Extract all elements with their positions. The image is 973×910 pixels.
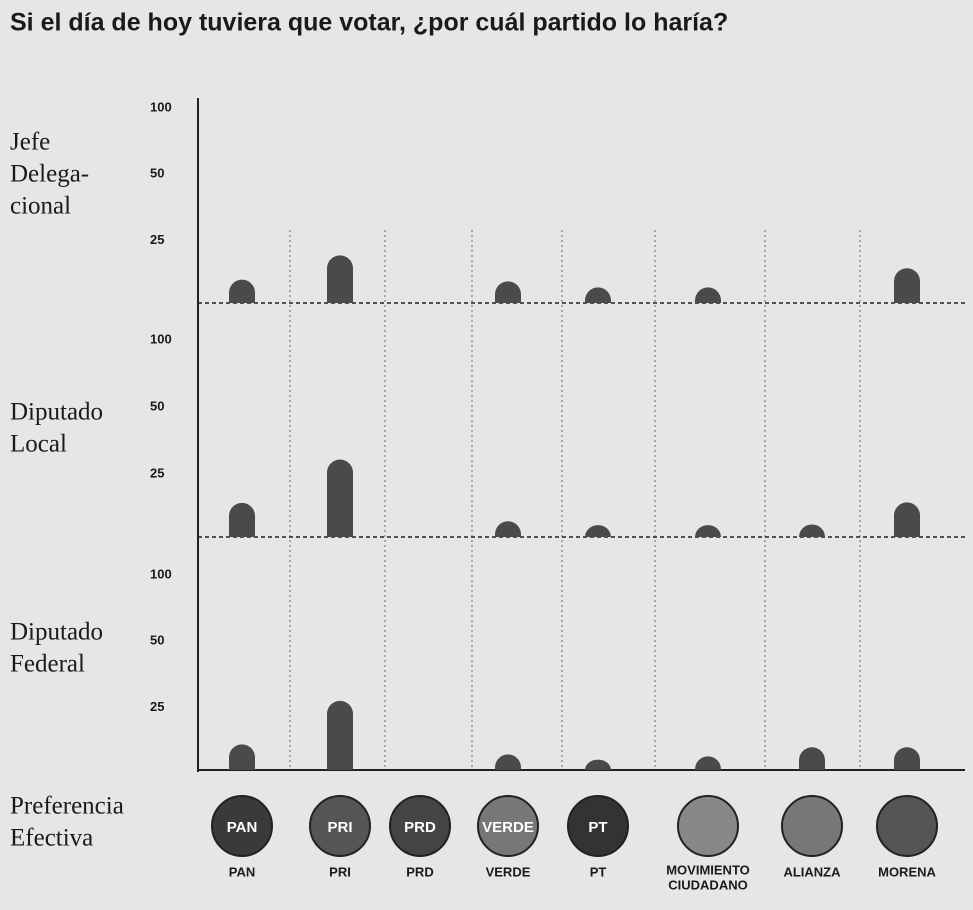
party-name: CIUDADANO xyxy=(668,877,747,892)
party-logo xyxy=(876,795,938,857)
bar xyxy=(495,754,521,770)
y-tick-label: 100 xyxy=(150,566,172,581)
bar xyxy=(799,747,825,770)
logo-text: PAN xyxy=(227,819,258,836)
y-tick-label: 25 xyxy=(150,699,164,714)
party-name: MORENA xyxy=(878,864,936,879)
bar xyxy=(695,525,721,537)
bar xyxy=(327,459,353,537)
y-tick-label: 100 xyxy=(150,331,172,346)
title: Si el día de hoy tuviera que votar, ¿por… xyxy=(10,9,728,37)
bar xyxy=(894,747,920,770)
panel-label: Federal xyxy=(10,651,85,678)
bar xyxy=(327,700,353,770)
panel-label: cional xyxy=(10,193,71,220)
bar xyxy=(495,281,521,303)
party-name: PRD xyxy=(406,864,433,879)
party-name: MOVIMIENTO xyxy=(666,862,750,877)
logo-text: PRI xyxy=(327,819,352,836)
y-tick-label: 25 xyxy=(150,232,164,247)
party-logo xyxy=(781,795,843,857)
bar xyxy=(229,744,255,770)
bar xyxy=(229,502,255,537)
party-logo xyxy=(389,795,451,857)
bar xyxy=(894,502,920,537)
y-tick-label: 100 xyxy=(150,99,172,114)
bar xyxy=(695,287,721,303)
panel-label: Diputado xyxy=(10,399,103,426)
party-logo xyxy=(211,795,273,857)
y-tick-label: 50 xyxy=(150,166,164,181)
y-tick-label: 25 xyxy=(150,465,164,480)
bar xyxy=(695,756,721,770)
y-tick-label: 50 xyxy=(150,398,164,413)
panel-label: Diputado xyxy=(10,619,103,646)
panel-label: Local xyxy=(10,431,67,458)
logo-text: PRD xyxy=(404,819,436,836)
logo-text: PT xyxy=(588,819,607,836)
party-logo xyxy=(677,795,739,857)
bar xyxy=(585,759,611,770)
bar xyxy=(799,524,825,537)
bar xyxy=(229,279,255,303)
party-name: PRI xyxy=(329,864,351,879)
logo-text: VERDE xyxy=(482,819,534,836)
bar xyxy=(495,521,521,537)
legend-label: Preferencia xyxy=(10,793,124,820)
party-logo xyxy=(477,795,539,857)
panel-label: Jefe xyxy=(10,129,50,156)
party-name: PT xyxy=(590,864,607,879)
party-logo xyxy=(567,795,629,857)
party-logo xyxy=(309,795,371,857)
party-name: ALIANZA xyxy=(783,864,841,879)
legend-label: Efectiva xyxy=(10,825,93,852)
panel-label: Delega- xyxy=(10,161,89,188)
y-tick-label: 50 xyxy=(150,633,164,648)
party-name: PAN xyxy=(229,864,255,879)
bar xyxy=(327,255,353,303)
bar xyxy=(585,525,611,537)
bar xyxy=(585,287,611,303)
party-name: VERDE xyxy=(486,864,531,879)
bar xyxy=(894,268,920,303)
